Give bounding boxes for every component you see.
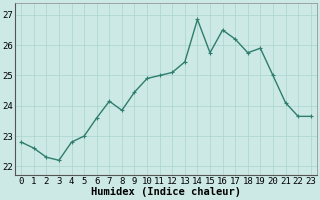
X-axis label: Humidex (Indice chaleur): Humidex (Indice chaleur) [91, 187, 241, 197]
